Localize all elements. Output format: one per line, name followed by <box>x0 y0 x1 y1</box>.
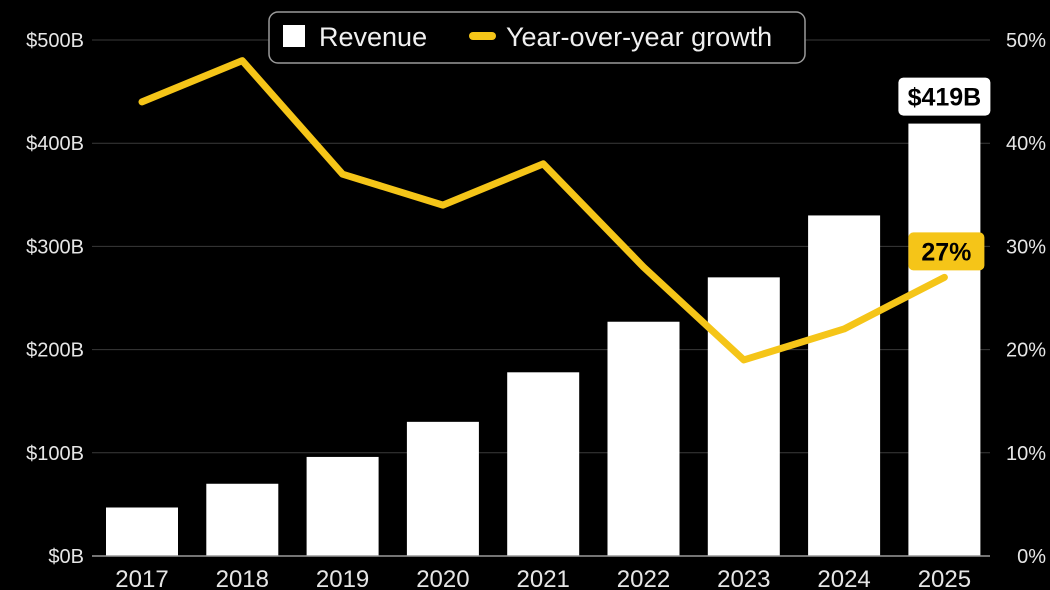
legend-label-growth: Year-over-year growth <box>506 22 772 52</box>
legend: Revenue Year-over-year growth <box>268 11 806 64</box>
x-tick-label: 2022 <box>617 566 670 590</box>
revenue-bar <box>306 456 379 556</box>
callout-bar-background <box>898 77 991 116</box>
x-tick-label: 2025 <box>918 566 971 590</box>
revenue-bar <box>406 421 479 556</box>
x-tick-label: 2019 <box>316 566 369 590</box>
y-right-tick-label: 10% <box>1006 443 1046 465</box>
y-right-tick-label: 50% <box>1006 30 1046 52</box>
x-tick-label: 2017 <box>115 566 168 590</box>
callout-line-label: 27% <box>921 238 971 266</box>
revenue-bar <box>908 123 981 556</box>
y-right-tick-label: 20% <box>1006 340 1046 362</box>
y-left-tick-label: $300B <box>26 236 84 258</box>
y-right-tick-label: 30% <box>1006 236 1046 258</box>
x-tick-label: 2021 <box>517 566 570 590</box>
callout-bar-label: $419B <box>908 84 982 112</box>
y-left-tick-label: $500B <box>26 30 84 52</box>
right-axis-ticks: 0% 10% 20% 30% 40% 50% <box>1006 30 1046 568</box>
x-axis-ticks: 2017 2018 2019 2020 2021 2022 2023 2024 2025 <box>115 566 971 590</box>
revenue-bars <box>106 123 981 556</box>
x-tick-label: 2023 <box>717 566 770 590</box>
y-left-tick-label: $0B <box>48 546 84 568</box>
y-left-tick-label: $400B <box>26 133 84 155</box>
legend-swatch-revenue <box>283 25 305 47</box>
y-left-tick-label: $100B <box>26 443 84 465</box>
y-right-tick-label: 40% <box>1006 133 1046 155</box>
left-axis-ticks: $0B $100B $200B $300B $400B $500B <box>26 30 84 568</box>
revenue-bar <box>507 372 580 556</box>
callout-line-last: 27% <box>908 232 985 271</box>
revenue-bar <box>808 215 881 556</box>
x-tick-label: 2020 <box>416 566 469 590</box>
callout-line-background <box>908 232 985 271</box>
revenue-bar <box>206 483 279 556</box>
x-tick-label: 2018 <box>216 566 269 590</box>
revenue-bar <box>106 507 178 556</box>
y-left-tick-label: $200B <box>26 340 84 362</box>
callout-bar-last: $419B <box>898 77 991 116</box>
x-tick-label: 2024 <box>817 566 870 590</box>
legend-label-revenue: Revenue <box>319 22 427 52</box>
growth-line <box>138 57 948 364</box>
revenue-bar <box>607 321 680 556</box>
revenue-bar <box>707 277 780 556</box>
y-right-tick-label: 0% <box>1017 546 1046 568</box>
legend-box <box>268 11 806 64</box>
